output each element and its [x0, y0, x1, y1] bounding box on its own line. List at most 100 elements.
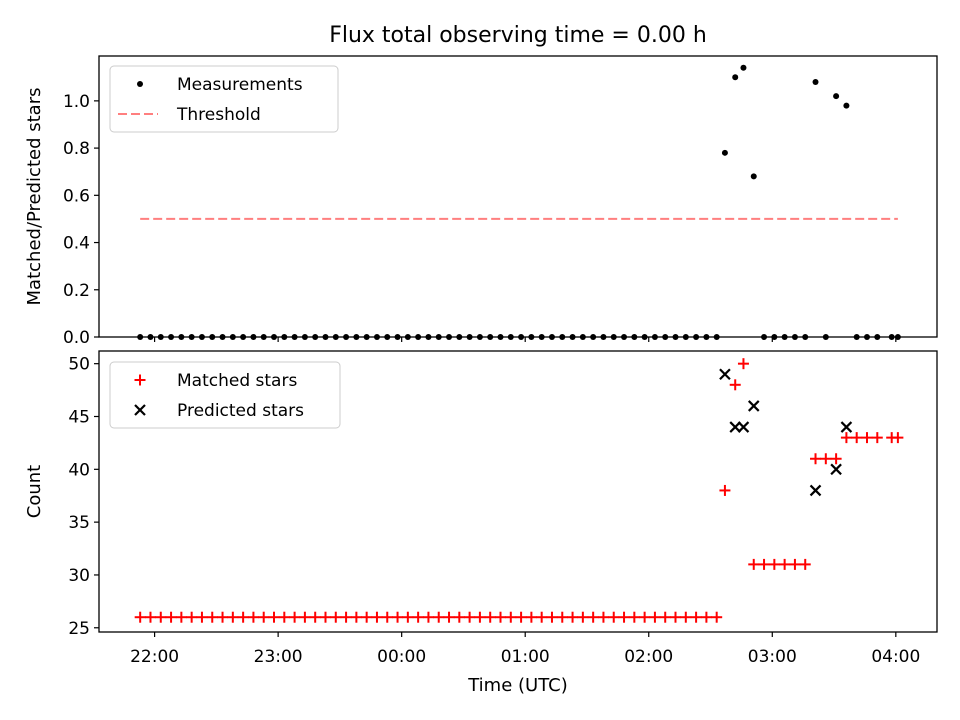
data-point	[556, 611, 568, 623]
axes-frame	[98, 350, 938, 633]
y-tick-label: 45	[68, 407, 90, 427]
data-point	[840, 432, 852, 444]
data-point	[422, 611, 434, 623]
data-point	[392, 611, 404, 623]
data-point	[618, 611, 630, 623]
data-point-b	[840, 421, 853, 433]
data-point	[567, 611, 579, 623]
data-point	[577, 611, 589, 623]
data-point	[350, 611, 362, 623]
legend-box	[109, 361, 341, 429]
data-point	[299, 611, 311, 623]
axes-frame	[98, 55, 938, 338]
data-point	[639, 611, 651, 623]
data-point	[729, 379, 741, 391]
data-point	[546, 611, 558, 623]
y-tick-label: 40	[68, 460, 90, 480]
data-point	[833, 93, 840, 100]
data-point	[515, 611, 527, 623]
data-point	[134, 611, 146, 623]
data-point	[750, 173, 757, 180]
data-point	[748, 558, 760, 570]
x-tick-label: 04:00	[871, 647, 920, 667]
data-point	[464, 611, 476, 623]
data-point-b	[737, 421, 750, 433]
y-tick-label: 0.0	[63, 328, 90, 348]
data-point	[402, 611, 414, 623]
data-point	[175, 611, 187, 623]
data-point	[227, 611, 239, 623]
data-point-b	[719, 368, 731, 381]
y-tick-label: 1.0	[63, 92, 90, 112]
legend-predicted-stars-swatch-b	[134, 404, 146, 416]
data-point	[319, 611, 331, 623]
data-point	[536, 611, 548, 623]
data-point	[165, 611, 177, 623]
data-point	[371, 611, 383, 623]
data-point	[443, 611, 455, 623]
series-predicted-stars	[719, 368, 853, 497]
data-point	[799, 558, 811, 570]
x-tick-label: 00:00	[377, 647, 426, 667]
data-point	[278, 611, 290, 623]
data-point	[608, 611, 620, 623]
legend-predicted-stars-label: Predicted stars	[177, 401, 304, 421]
data-point	[597, 611, 609, 623]
data-point	[330, 611, 342, 623]
data-point	[484, 611, 496, 623]
data-point	[433, 611, 445, 623]
data-point	[649, 611, 661, 623]
data-point	[196, 611, 208, 623]
y-tick-label: 0.2	[63, 281, 90, 301]
data-point	[719, 484, 731, 496]
data-point	[186, 611, 198, 623]
data-point	[258, 611, 270, 623]
x-axis-label: Time (UTC)	[467, 675, 568, 696]
legend-predicted-stars-swatch	[134, 404, 146, 416]
data-point	[155, 611, 167, 623]
y-tick-label: 50	[68, 355, 90, 375]
subplots: 0.0 0.2 0.4 0.6 0.8 1.0 Matched/Predicted star…	[24, 55, 938, 667]
legend-matched-stars-swatch	[134, 374, 146, 386]
data-point	[721, 149, 728, 156]
data-point	[729, 421, 741, 433]
data-point	[871, 432, 883, 444]
x-tick-label: 22:00	[130, 647, 179, 667]
data-point-b	[809, 484, 822, 497]
legend-box	[109, 65, 339, 133]
y-tick-label: 25	[68, 619, 90, 639]
data-point	[206, 611, 218, 623]
data-point	[737, 358, 749, 370]
data-point	[830, 453, 842, 465]
data-point-b	[747, 400, 760, 412]
data-point	[711, 611, 723, 623]
data-point	[381, 611, 393, 623]
data-point	[628, 611, 640, 623]
chart-title: Flux total observing time = 0.00 h	[329, 23, 707, 48]
data-point	[737, 421, 750, 433]
data-point	[789, 558, 801, 570]
data-point	[474, 611, 486, 623]
data-point	[812, 78, 819, 85]
y-tick-label: 35	[68, 513, 90, 533]
data-point	[144, 611, 156, 623]
y-tick-label: 0.4	[63, 234, 90, 254]
data-point	[289, 611, 301, 623]
data-point	[680, 611, 692, 623]
data-point	[732, 74, 739, 81]
data-point	[659, 611, 671, 623]
subplot-2: 25 30 35 40 45 50 22:00 23:00 00:00 01:00 02:00 03:…	[24, 350, 938, 667]
x-tick-label: 23:00	[254, 647, 303, 667]
data-point	[843, 102, 850, 109]
y-axis-label: Count	[24, 465, 45, 518]
data-point	[505, 611, 517, 623]
data-point	[747, 400, 760, 412]
subplot-1: 0.0 0.2 0.4 0.6 0.8 1.0 Matched/Predicted star…	[24, 55, 938, 348]
legend: Matched stars Predicted stars	[109, 361, 341, 429]
data-point	[809, 484, 822, 497]
data-point	[525, 611, 537, 623]
data-point	[587, 611, 599, 623]
data-point	[340, 611, 352, 623]
